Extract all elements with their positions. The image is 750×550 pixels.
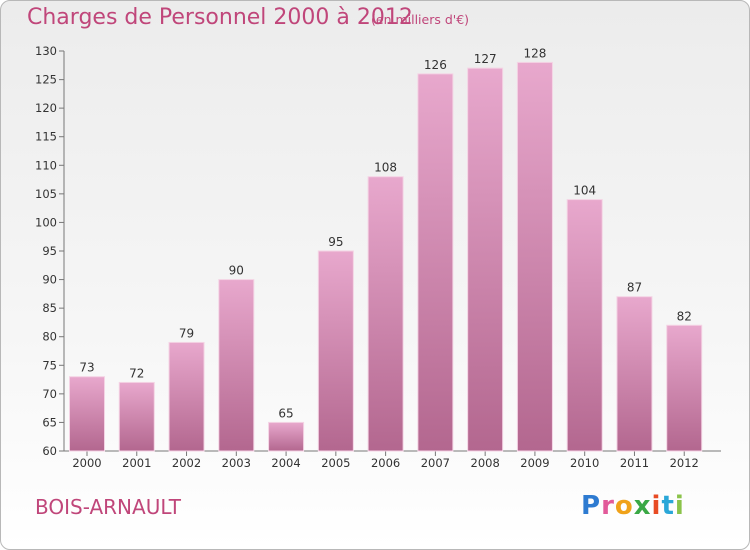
value-label-2007: 126 — [424, 58, 447, 72]
logo-letter: x — [633, 491, 652, 521]
x-tick-label-2006: 2006 — [371, 456, 400, 470]
y-tick-label: 75 — [42, 358, 57, 372]
value-label-2008: 127 — [474, 52, 497, 66]
chart-subtitle: (en milliers d'€) — [371, 12, 470, 27]
x-tick-label-2000: 2000 — [72, 456, 101, 470]
y-tick-label: 100 — [35, 215, 57, 229]
x-tick-label-2004: 2004 — [271, 456, 300, 470]
bar-2000[interactable] — [69, 376, 105, 452]
y-tick-label: 110 — [35, 158, 57, 172]
y-tick-label: 60 — [42, 444, 57, 458]
y-tick-label: 125 — [35, 73, 57, 87]
bar-2011[interactable] — [616, 296, 653, 452]
bar-2006[interactable] — [367, 176, 404, 452]
logo-letter: P — [581, 491, 602, 521]
y-tick-label: 115 — [35, 130, 57, 144]
y-tick-label: 90 — [42, 273, 57, 287]
y-tick-label: 65 — [42, 415, 57, 429]
bar-2005[interactable] — [317, 250, 354, 452]
y-tick-label: 70 — [42, 387, 57, 401]
x-tick-label-2010: 2010 — [570, 456, 599, 470]
y-tick-label: 85 — [42, 301, 57, 315]
value-label-2004: 65 — [278, 406, 293, 420]
value-label-2009: 128 — [523, 46, 546, 60]
bar-2007[interactable] — [417, 73, 454, 452]
bar-2003[interactable] — [218, 279, 255, 452]
bar-2001[interactable] — [118, 381, 155, 452]
y-tick-label: 120 — [35, 101, 57, 115]
logo-letter: t — [661, 491, 675, 521]
logo-letter: i — [651, 491, 662, 521]
bar-2004[interactable] — [268, 421, 305, 452]
y-tick-label: 130 — [35, 44, 57, 58]
x-tick-label-2003: 2003 — [222, 456, 251, 470]
value-label-2011: 87 — [627, 281, 642, 295]
logo-letter: o — [614, 491, 634, 521]
value-label-2003: 90 — [229, 264, 244, 278]
proxiti-logo[interactable]: Proxiti — [581, 491, 685, 521]
commune-name: BOIS-ARNAULT — [35, 495, 181, 519]
logo-letter: i — [674, 491, 685, 521]
value-label-2002: 79 — [179, 326, 194, 340]
x-tick-label-2012: 2012 — [670, 456, 699, 470]
value-label-2005: 95 — [328, 235, 343, 249]
value-label-2012: 82 — [677, 309, 692, 323]
x-tick-label-2001: 2001 — [122, 456, 151, 470]
x-tick-label-2002: 2002 — [172, 456, 201, 470]
bar-2012[interactable] — [666, 324, 703, 452]
x-tick-label-2008: 2008 — [471, 456, 500, 470]
y-tick-label: 80 — [42, 330, 57, 344]
bar-2010[interactable] — [566, 199, 603, 452]
value-label-2000: 73 — [79, 361, 94, 375]
value-label-2006: 108 — [374, 161, 397, 175]
x-tick-label-2007: 2007 — [421, 456, 450, 470]
bar-2008[interactable] — [467, 67, 504, 452]
y-tick-label: 95 — [42, 244, 57, 258]
x-tick-label-2009: 2009 — [520, 456, 549, 470]
value-label-2001: 72 — [129, 366, 144, 380]
value-label-2010: 104 — [573, 184, 596, 198]
bar-2009[interactable] — [516, 61, 553, 452]
x-tick-label-2011: 2011 — [620, 456, 649, 470]
x-tick-label-2005: 2005 — [321, 456, 350, 470]
y-tick-label: 105 — [35, 187, 57, 201]
bar-2002[interactable] — [168, 341, 205, 452]
chart-title: Charges de Personnel 2000 à 2012 — [27, 5, 413, 30]
logo-letter: r — [601, 491, 615, 521]
